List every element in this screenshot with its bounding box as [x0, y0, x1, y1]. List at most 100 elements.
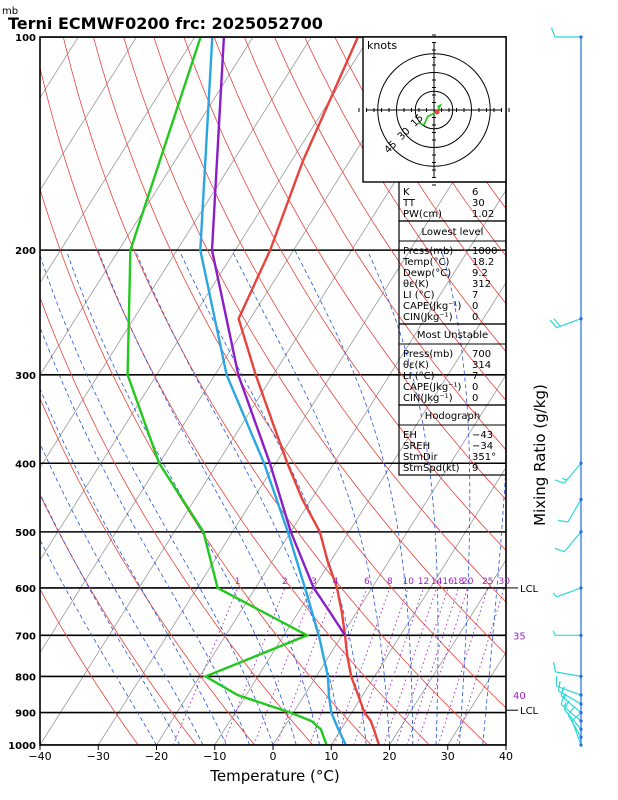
- indices-block-header: Lowest level: [422, 227, 484, 238]
- indices-row-label: Dewp(°C): [403, 268, 451, 279]
- indices-row-label: Press(mb): [403, 349, 453, 360]
- wind-barb-shaft: [555, 671, 582, 677]
- mixing-ratio-line: [253, 587, 315, 745]
- mixing-ratio-label: 2: [282, 577, 288, 587]
- indices-row-value: 312: [472, 279, 491, 290]
- indices-row-label: TT: [402, 198, 416, 209]
- mixing-ratio-line: [455, 587, 505, 745]
- wind-barb-dot: [579, 586, 583, 590]
- pressure-tick-label: 400: [15, 459, 36, 470]
- moist-adiabat-line: [40, 539, 157, 745]
- chart-title: Terni ECMWF0200 frc: 2025052700: [8, 14, 323, 33]
- wind-barb-flag: [552, 630, 556, 636]
- theta-e-label: 35: [513, 631, 526, 642]
- wind-barb-dot: [579, 497, 583, 502]
- pressure-tick-label: 500: [15, 528, 36, 539]
- moist-adiabat-line: [40, 254, 274, 745]
- isotherm-line: [40, 37, 137, 191]
- pressure-tick-label: 600: [15, 584, 36, 595]
- dry-adiabat-line: [183, 37, 506, 551]
- mixing-ratio-label: 20: [462, 577, 474, 587]
- trace-series-0: [237, 37, 381, 745]
- wind-barb-flag: [560, 694, 565, 705]
- wind-barb-flag: [557, 680, 561, 692]
- trace-series-2: [199, 37, 347, 745]
- mixing-ratio-line: [383, 587, 438, 745]
- moist-adiabat-line: [40, 492, 181, 745]
- isotherm-line: [40, 37, 370, 561]
- indices-row-label: PW(cm): [403, 209, 442, 220]
- mixing-ratio-label: 1: [235, 577, 241, 587]
- wind-barb-shaft: [563, 462, 582, 484]
- indices-row-value: 0: [472, 301, 478, 312]
- isotherm-line: [156, 189, 506, 745]
- indices-row-value: 9: [472, 463, 478, 474]
- x-tick-label: 30: [441, 750, 455, 763]
- mixing-ratio-label: 8: [387, 577, 393, 587]
- wind-barb-dot: [579, 711, 583, 715]
- wind-barb-flag: [562, 477, 568, 481]
- moist-adiabat-line: [65, 249, 297, 745]
- lcl-label: LCL: [520, 706, 539, 717]
- wind-barb-dot: [579, 674, 583, 678]
- wind-barb-dot: [579, 693, 583, 697]
- dry-adiabat-line: [123, 37, 506, 655]
- moist-adiabat-line: [482, 460, 506, 745]
- indices-row-label: θε(K): [403, 360, 429, 371]
- wind-barb-shaft: [567, 714, 582, 738]
- indices-row-label: CIN(Jkg⁻¹): [403, 312, 453, 323]
- dry-adiabat-line: [40, 187, 372, 745]
- indices-row-label: LI (°C): [403, 371, 435, 382]
- moist-adiabat-line: [294, 249, 414, 745]
- mixing-ratio-label: 4: [333, 577, 339, 587]
- indices-row-value: 18.2: [472, 257, 494, 268]
- storm-motion-marker: [434, 109, 440, 115]
- moist-adiabat-line: [441, 249, 471, 745]
- indices-row-label: Temp(°C): [402, 257, 450, 268]
- wind-barb-dot: [579, 735, 583, 739]
- dry-adiabat-line: [213, 37, 506, 501]
- lcl-label: LCL: [520, 584, 539, 595]
- moist-adiabat-line: [134, 249, 344, 745]
- wind-barb-flag: [558, 519, 569, 523]
- indices-row-label: CAPE(Jkg⁻¹): [403, 301, 461, 312]
- indices-row-label: CAPE(Jkg⁻¹): [403, 382, 461, 393]
- indices-row-value: −34: [472, 441, 493, 452]
- mixing-ratio-line: [333, 587, 391, 745]
- indices-row-label: Press(mb): [403, 246, 453, 257]
- pressure-tick-label: 200: [15, 246, 36, 257]
- mixing-ratio-label: 6: [364, 577, 370, 587]
- pressure-tick-label: 700: [15, 631, 36, 642]
- mixing-ratio-label: 3: [311, 577, 317, 587]
- dry-adiabat-line: [93, 37, 506, 709]
- indices-row-label: K: [403, 187, 410, 198]
- wind-barb-dot: [579, 727, 583, 731]
- x-tick-label: 20: [383, 750, 397, 763]
- indices-row-label: LI (°C): [403, 290, 435, 301]
- wind-barb-dot: [579, 743, 583, 747]
- mixing-ratio-side-label: Mixing Ratio (g/kg): [531, 384, 549, 526]
- mixing-ratio-line: [353, 587, 409, 745]
- wind-barb-dot: [579, 317, 583, 321]
- moist-adiabat-line: [40, 387, 227, 745]
- pressure-tick-label: 100: [15, 33, 36, 44]
- hodograph-trace: [417, 103, 443, 126]
- wind-barb-flag: [550, 27, 556, 38]
- mixing-ratio-line: [369, 587, 424, 745]
- wind-barb-flag: [552, 661, 556, 672]
- wind-barb-column: [549, 27, 583, 747]
- moist-adiabat-line: [366, 249, 439, 745]
- wind-barb-dot: [579, 633, 583, 637]
- wind-barb-shaft: [556, 685, 582, 696]
- indices-row-value: 700: [472, 349, 491, 360]
- indices-row-value: 0: [472, 382, 478, 393]
- isotherm-line: [40, 37, 312, 469]
- wind-barb-dot: [579, 719, 583, 723]
- mixing-ratio-label: 12: [418, 577, 429, 587]
- wind-barb-flag: [553, 318, 561, 327]
- pressure-tick-label: 800: [15, 672, 36, 683]
- wind-barb-shaft: [563, 531, 582, 553]
- dry-adiabat-line: [304, 37, 506, 353]
- indices-row-value: 9.2: [472, 268, 488, 279]
